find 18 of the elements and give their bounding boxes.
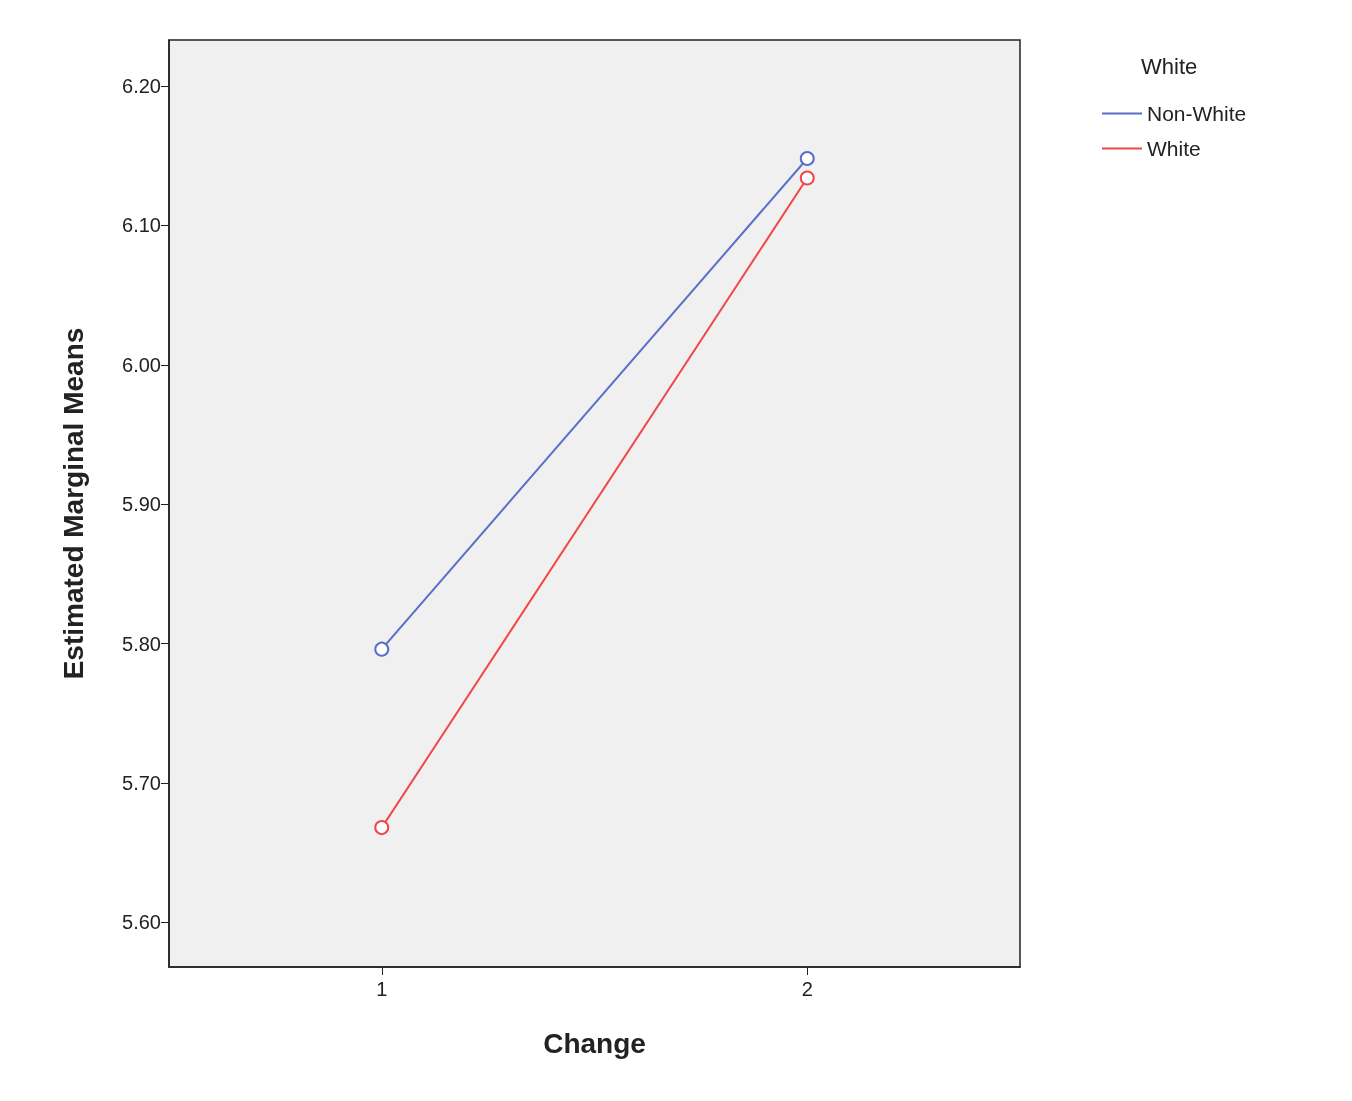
legend-title: White (1141, 53, 1198, 79)
y-axis-title: Estimated Marginal Means (57, 327, 89, 680)
x-axis-title: Change (543, 1027, 646, 1059)
y-tick-label: 5.70 (122, 771, 161, 794)
x-tick-label: 1 (376, 978, 388, 1000)
x-tick-label: 2 (801, 978, 813, 1000)
y-tick-label: 6.10 (122, 214, 161, 237)
point (374, 820, 390, 836)
y-tick-label: 5.60 (122, 911, 161, 934)
legend-label: White (1147, 137, 1201, 160)
point (374, 641, 390, 657)
y-tick-label: 5.80 (122, 632, 161, 655)
y-tick-label: 6.20 (122, 75, 161, 97)
point (799, 150, 815, 166)
legend-label: Non-White (1147, 102, 1247, 125)
point (799, 170, 815, 186)
y-tick-label: 6.00 (122, 353, 161, 376)
y-tick-label: 5.90 (122, 493, 161, 516)
